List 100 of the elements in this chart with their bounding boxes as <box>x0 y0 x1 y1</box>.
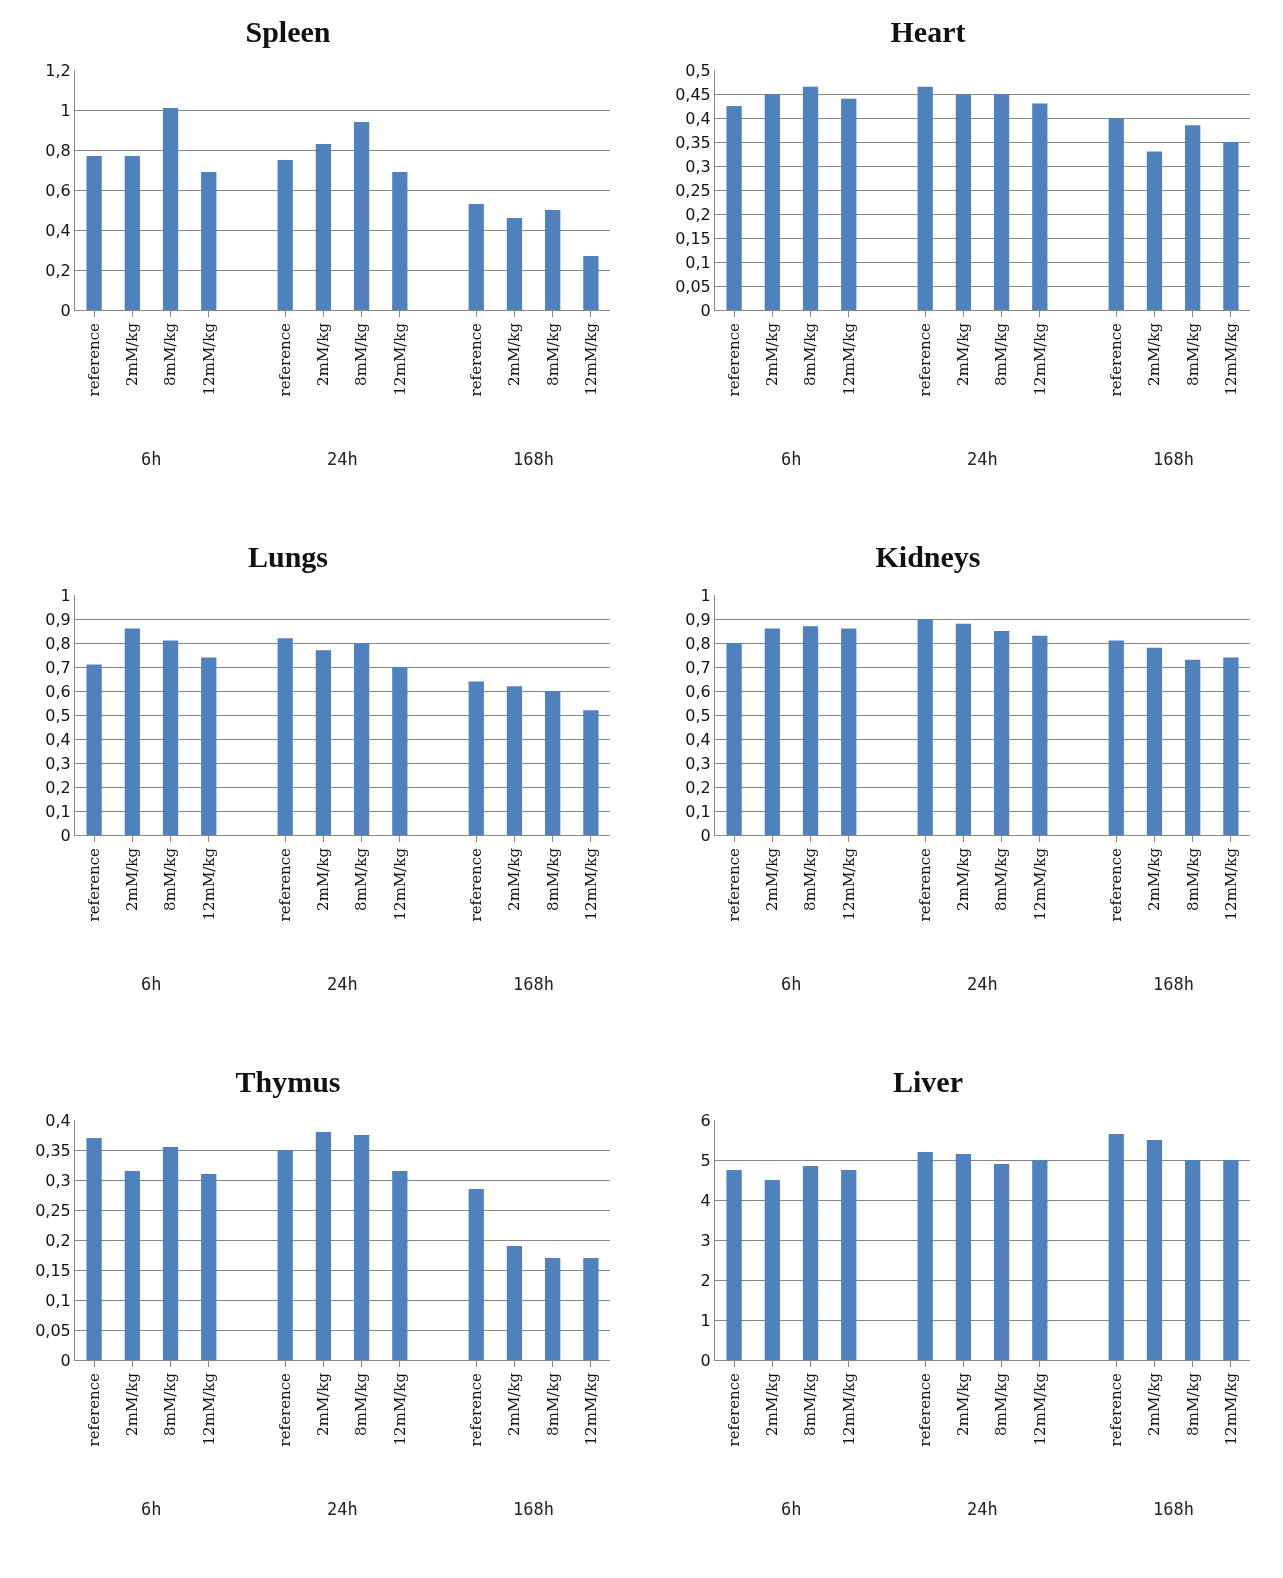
x-tick-label: 2mM/kg <box>1145 847 1164 911</box>
x-tick-label: 2mM/kg <box>954 847 973 911</box>
x-tick-label: reference <box>916 1372 935 1447</box>
x-tick-label: 2mM/kg <box>123 322 142 386</box>
x-tick-label: 12mM/kg <box>839 1372 858 1446</box>
text: 168h <box>1153 1499 1194 1519</box>
y-tick-label: 0 <box>60 1350 71 1370</box>
y-tick-label: 0,2 <box>45 1230 71 1250</box>
bar <box>315 650 332 835</box>
bar <box>993 1164 1010 1360</box>
x-tick-label: 8mM/kg <box>801 322 820 386</box>
bar <box>545 1258 561 1360</box>
y-tick-label: 0,9 <box>685 609 711 629</box>
bar <box>841 98 857 310</box>
bar <box>468 204 484 310</box>
text: 168h <box>513 1499 554 1519</box>
bar <box>802 1166 819 1360</box>
text: 24h <box>327 449 358 469</box>
bar <box>764 94 780 310</box>
y-tick-label: 2 <box>700 1270 711 1290</box>
chart-title: Lungs <box>247 540 329 573</box>
bar <box>841 628 857 835</box>
x-tick-label: 12mM/kg <box>199 322 218 396</box>
y-tick-label: 0,45 <box>675 84 711 104</box>
bar <box>1032 635 1048 835</box>
bar <box>917 1152 933 1360</box>
x-tick-label: 8mM/kg <box>352 1372 371 1436</box>
x-tick-label: 2mM/kg <box>505 847 524 911</box>
y-tick-label: 0,4 <box>685 729 711 749</box>
x-tick-label: 2mM/kg <box>954 1372 973 1436</box>
bar <box>1223 1160 1239 1360</box>
x-tick-label: 8mM/kg <box>992 322 1011 386</box>
y-tick-label: 0 <box>700 1350 711 1370</box>
x-tick-label: 2mM/kg <box>314 1372 333 1436</box>
y-tick-label: 0,2 <box>45 260 71 280</box>
bar <box>315 144 332 310</box>
bar <box>506 218 523 310</box>
bar <box>162 1147 179 1360</box>
text: 168h <box>513 449 554 469</box>
y-tick-label: 0,8 <box>685 633 711 653</box>
x-tick-label: 2mM/kg <box>763 322 782 386</box>
x-tick-label: 2mM/kg <box>1145 322 1164 386</box>
x-tick-label: reference <box>276 847 295 922</box>
x-tick-label: 2mM/kg <box>314 847 333 911</box>
bar <box>468 1189 484 1360</box>
bar <box>993 94 1010 310</box>
bar <box>1146 1140 1163 1360</box>
bar <box>201 657 217 835</box>
bar <box>277 638 293 835</box>
x-tick-label: 8mM/kg <box>801 1372 820 1436</box>
x-tick-label: 8mM/kg <box>1183 322 1202 386</box>
y-tick-label: 0,35 <box>35 1140 71 1160</box>
bar <box>802 86 819 310</box>
x-tick-label: 12mM/kg <box>390 847 409 921</box>
bar <box>392 667 408 835</box>
y-tick-label: 1 <box>60 100 71 120</box>
text: 24h <box>967 1499 998 1519</box>
x-tick-label: 12mM/kg <box>1221 1372 1240 1446</box>
text: 24h <box>327 1499 358 1519</box>
text: 24h <box>327 974 358 994</box>
x-tick-label: reference <box>916 847 935 922</box>
y-tick-label: 0,5 <box>685 705 711 725</box>
bar <box>545 210 561 310</box>
bar <box>955 623 972 835</box>
text: 6h <box>141 449 162 469</box>
x-tick-label: 12mM/kg <box>839 322 858 396</box>
y-tick-label: 0,2 <box>685 204 711 224</box>
text: 168h <box>1153 449 1194 469</box>
x-tick-label: 2mM/kg <box>763 1372 782 1436</box>
y-tick-label: 1,2 <box>45 60 71 80</box>
y-tick-label: 4 <box>700 1190 711 1210</box>
x-tick-label: reference <box>467 322 486 397</box>
chart-title: Kidneys <box>875 540 981 573</box>
bar <box>917 86 933 310</box>
y-tick-label: 0,3 <box>685 753 711 773</box>
text: 24h <box>967 974 998 994</box>
y-tick-label: 0,7 <box>685 657 711 677</box>
bar <box>353 1135 370 1360</box>
y-tick-label: 0,25 <box>35 1200 71 1220</box>
x-tick-label: 8mM/kg <box>801 847 820 911</box>
bar <box>277 1150 293 1360</box>
bar <box>1185 1160 1201 1360</box>
x-tick-label: reference <box>916 322 935 397</box>
x-tick-label: 12mM/kg <box>1030 847 1049 921</box>
x-tick-label: 12mM/kg <box>199 1372 218 1446</box>
bar <box>392 172 408 310</box>
bar <box>1146 647 1163 835</box>
bar <box>353 643 370 835</box>
bar <box>86 664 102 835</box>
x-tick-label: 8mM/kg <box>161 1372 180 1436</box>
x-tick-label: 8mM/kg <box>161 847 180 911</box>
bar <box>353 122 370 310</box>
bar <box>506 686 523 835</box>
bar <box>392 1171 408 1360</box>
bar <box>583 1258 599 1360</box>
bar <box>1185 125 1201 310</box>
y-tick-label: 0,4 <box>45 1110 71 1130</box>
y-tick-label: 0,2 <box>45 777 71 797</box>
x-tick-label: reference <box>84 847 103 922</box>
text: 168h <box>513 974 554 994</box>
